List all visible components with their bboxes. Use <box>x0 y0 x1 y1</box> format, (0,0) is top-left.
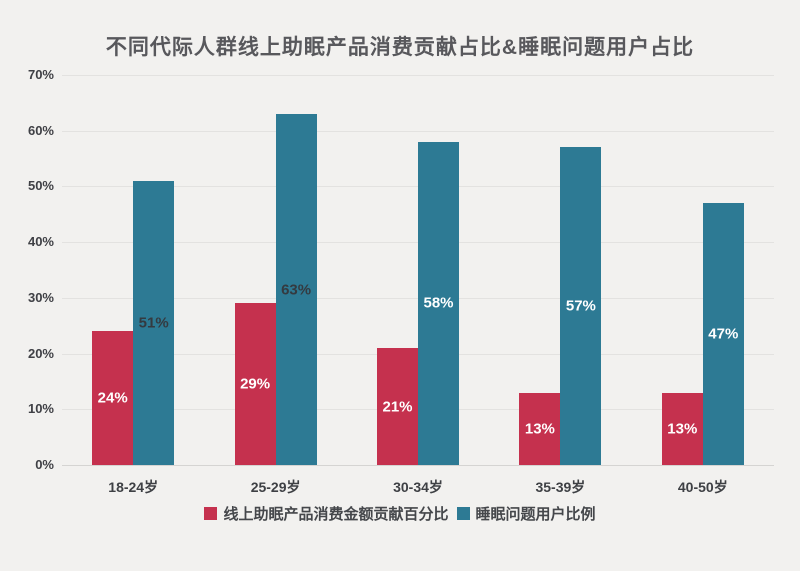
legend-swatch-consumption-icon <box>204 507 218 520</box>
chart-title: 不同代际人群线上助眠产品消费贡献占比&睡眠问题用户占比 <box>105 36 695 59</box>
x-axis-label-35-39岁: 35-39岁 <box>535 479 586 495</box>
bar-value-label: 57% <box>565 297 596 315</box>
bar-sleep-problem-25-29岁: 63% <box>275 114 317 465</box>
bar-value-label: 51% <box>138 314 169 332</box>
bar-consumption-30-34岁: 21% <box>377 348 418 465</box>
bar-sleep-problem-35-39岁: 57% <box>560 147 602 465</box>
x-axis-label-40-50岁: 40-50岁 <box>677 479 728 495</box>
y-tick-label: 30% <box>27 289 54 305</box>
bar-value-label: 13% <box>667 420 698 438</box>
bar-consumption-40-50岁: 13% <box>661 392 703 465</box>
legend: 线上助眠产品消费金额贡献百分比 睡眠问题用户比例 <box>0 503 800 524</box>
bar-value-label: 47% <box>708 325 739 343</box>
y-tick-label: 0% <box>35 457 54 472</box>
bar-consumption-18-24岁: 24% <box>92 331 134 465</box>
legend-label-consumption: 线上助眠产品消费金额贡献百分比 <box>223 506 449 523</box>
legend-swatch-sleep-problem-icon <box>456 507 470 520</box>
legend-item-sleep-problem: 睡眠问题用户比例 <box>456 503 596 524</box>
gridline-60 <box>62 130 774 132</box>
x-axis-baseline <box>62 465 774 466</box>
bar-consumption-25-29岁: 29% <box>234 303 276 465</box>
bar-value-label: 58% <box>423 294 454 312</box>
y-tick-label: 60% <box>27 122 54 138</box>
bar-sleep-problem-30-34岁: 58% <box>418 141 459 465</box>
bar-sleep-problem-18-24岁: 51% <box>133 180 175 465</box>
bar-value-label: 13% <box>524 420 555 438</box>
gridline-70 <box>62 75 774 76</box>
y-tick-label: 70% <box>27 67 54 82</box>
bar-value-label: 63% <box>281 281 312 298</box>
bar-value-label: 29% <box>240 375 271 393</box>
y-tick-label: 40% <box>27 234 54 250</box>
bar-value-label: 21% <box>382 398 413 415</box>
x-axis-label-30-34岁: 30-34岁 <box>393 479 443 495</box>
legend-label-sleep-problem: 睡眠问题用户比例 <box>475 506 596 523</box>
y-tick-label: 50% <box>27 178 54 194</box>
bar-consumption-35-39岁: 13% <box>519 392 561 465</box>
y-tick-label: 20% <box>27 345 54 361</box>
x-axis-label-25-29岁: 25-29岁 <box>250 479 301 495</box>
y-tick-label: 10% <box>27 401 54 417</box>
bar-value-label: 24% <box>97 389 128 407</box>
x-axis-label-18-24岁: 18-24岁 <box>108 479 159 495</box>
bar-sleep-problem-40-50岁: 47% <box>702 203 744 465</box>
plot-area: 0% 10% 20% 30% 40% 50% 60% 70% 24% 51% 18-24岁 29% 63… <box>28 67 774 495</box>
legend-item-consumption: 线上助眠产品消费金额贡献百分比 <box>204 503 449 524</box>
